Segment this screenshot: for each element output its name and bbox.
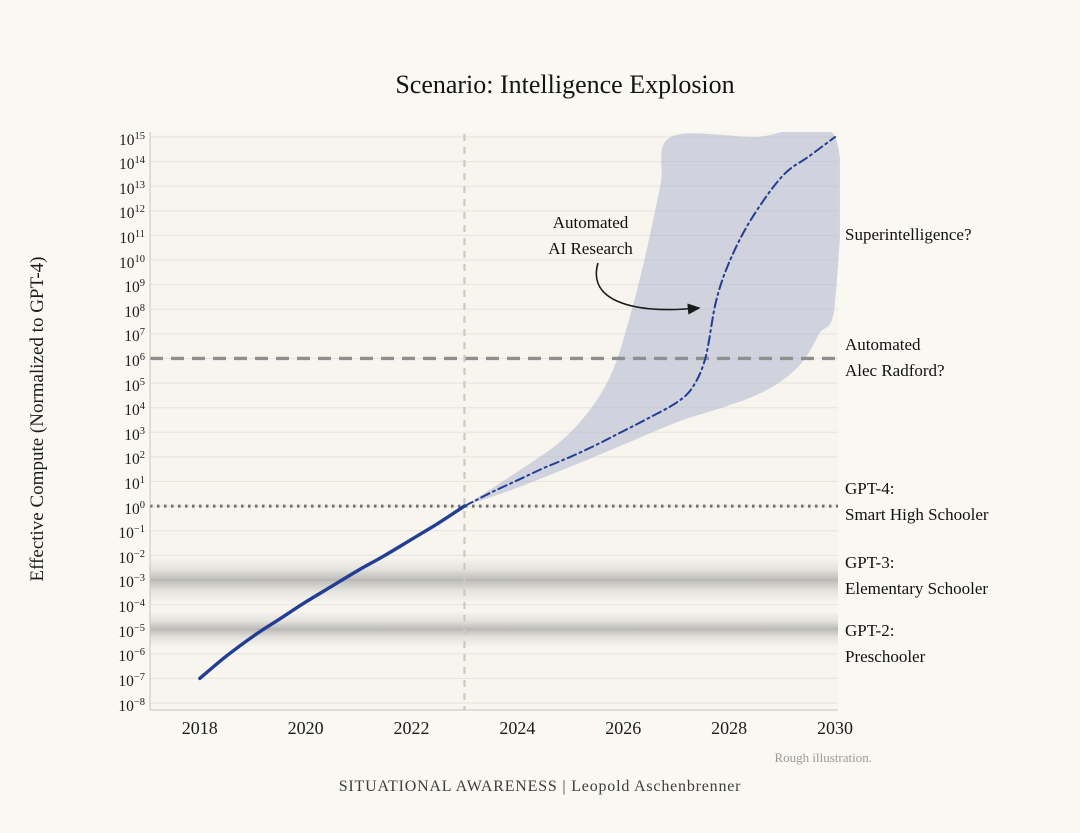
x-tick-label: 2028 [711,718,748,738]
projection-curve [463,136,836,508]
y-tick-label: 105 [124,376,145,395]
chart-title: Scenario: Intelligence Explosion [395,70,735,99]
annotation-arrow [595,262,701,315]
y-tick-label: 1014 [119,155,145,174]
y-tick-label: 1012 [119,204,145,223]
annotation-automated-ai-research: Automated AI Research [528,210,653,262]
label-superintelligence: Superintelligence? [845,222,972,248]
uncertainty-band [464,132,840,507]
y-tick-label: 109 [124,278,145,297]
historical-curve [198,504,467,681]
y-tick-label: 1015 [119,130,145,149]
y-tick-label: 10−8 [118,696,145,715]
label-line: Automated [845,335,921,354]
y-tick-label: 10−6 [118,647,145,666]
label-line: Superintelligence? [845,225,972,244]
x-tick-label: 2030 [817,718,853,738]
y-tick-label: 102 [124,450,145,469]
x-tick-label: 2022 [393,718,430,738]
y-tick-label: 1011 [119,228,145,248]
x-tick-label: 2020 [287,718,324,738]
y-tick-label: 1010 [119,253,145,272]
label-line: GPT-4: [845,479,895,498]
label-gpt4: GPT-4: Smart High Schooler [845,476,989,528]
label-gpt2: GPT-2: Preschooler [845,618,925,670]
footer-credit: SITUATIONAL AWARENESS | Leopold Aschenbr… [338,778,742,795]
y-tick-label: 101 [124,475,145,494]
label-line: GPT-2: [845,621,895,640]
label-line: Preschooler [845,647,926,666]
fuzzy-band-core [150,620,838,638]
x-tick-label: 2026 [605,718,642,738]
y-tick-label: 1013 [119,179,145,198]
label-automated-alec-radford: Automated Alec Radford? [845,332,945,384]
plot-layer [149,132,840,711]
x-tick-label: 2018 [181,718,218,738]
annotation-line-1: Automated [552,213,629,232]
y-tick-label: 100 [124,499,145,518]
label-line: GPT-3: [845,553,895,572]
y-tick-label: 10−7 [118,671,145,691]
y-tick-label: 10−2 [118,548,145,567]
y-tick-label: 107 [124,327,145,346]
rough-illustration-note: Rough illustration. [774,750,873,765]
annotation-line-2: AI Research [548,239,633,258]
y-tick-label: 10−1 [118,524,145,543]
y-tick-label: 106 [124,351,145,371]
y-tick-label: 10−4 [118,598,145,617]
label-line: Smart High Schooler [845,505,989,524]
y-tick-label: 108 [124,302,145,321]
fuzzy-band-core [150,569,838,591]
y-tick-label: 104 [124,401,145,420]
y-tick-label: 10−5 [118,622,145,641]
y-tick-label: 10−3 [118,573,145,592]
y-tick-label: 103 [124,425,145,444]
label-line: Alec Radford? [845,361,945,380]
label-gpt3: GPT-3: Elementary Schooler [845,550,988,602]
label-line: Elementary Schooler [845,579,989,598]
x-tick-label: 2024 [499,718,536,738]
